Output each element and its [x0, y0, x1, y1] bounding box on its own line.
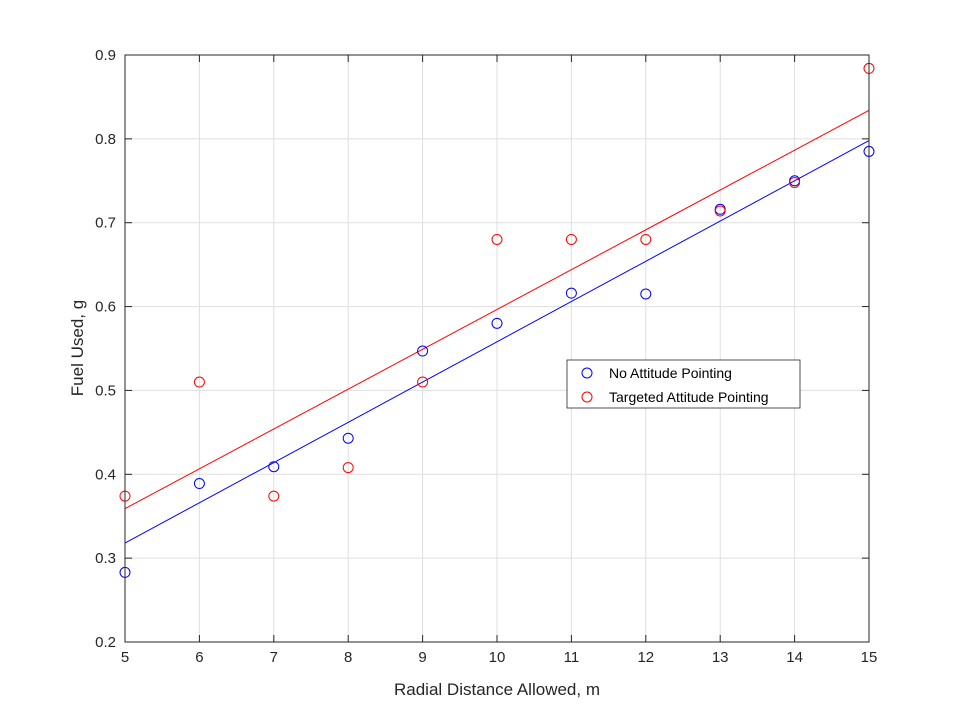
x-tick-label: 8	[344, 649, 352, 666]
x-tick-label: 6	[195, 649, 203, 666]
x-tick-label: 7	[270, 649, 278, 666]
axes-box	[124, 54, 870, 643]
data-point-series-1	[640, 233, 652, 245]
y-tick-label: 0.2	[95, 634, 116, 651]
x-tick-label: 10	[489, 649, 506, 666]
x-tick-label: 13	[712, 649, 729, 666]
x-tick-label: 9	[418, 649, 426, 666]
fit-line-series-1	[124, 109, 870, 510]
x-tick-labels: 5 6 7 8 9 10 11 12 13 14 15	[121, 649, 878, 666]
data-point-series-1	[491, 233, 503, 245]
x-tick-label: 11	[564, 649, 580, 666]
x-axis-label: Radial Distance Allowed, m	[394, 680, 600, 699]
y-tick-label: 0.4	[95, 466, 116, 483]
data-points	[119, 62, 875, 578]
legend-marker-series-0	[581, 367, 593, 379]
data-point-series-0	[491, 317, 503, 329]
y-tick-label: 0.5	[95, 382, 116, 399]
fit-line-series-0	[124, 140, 870, 544]
y-tick-label: 0.6	[95, 299, 116, 316]
data-point-series-1	[565, 233, 577, 245]
y-tick-labels: 0.2 0.3 0.4 0.5 0.6 0.7 0.8 0.9	[95, 47, 116, 651]
y-tick-label: 0.8	[95, 131, 116, 148]
data-point-series-0	[193, 478, 205, 490]
data-point-series-0	[640, 288, 652, 300]
data-point-series-0	[342, 432, 354, 444]
legend-marker-series-1	[581, 391, 593, 403]
data-point-series-1	[417, 376, 429, 388]
data-point-series-1	[789, 176, 801, 188]
data-point-series-1	[342, 462, 354, 474]
x-tick-label: 5	[121, 649, 129, 666]
legend-entry-series-0: No Attitude Pointing	[609, 365, 732, 381]
legend-entry-series-1: Targeted Attitude Pointing	[609, 389, 769, 405]
y-tick-label: 0.7	[95, 215, 116, 232]
y-tick-label: 0.9	[95, 47, 116, 64]
x-tick-label: 12	[637, 649, 654, 666]
data-point-series-1	[193, 376, 205, 388]
axes	[124, 54, 870, 643]
data-point-series-0	[565, 287, 577, 299]
legend-box	[566, 359, 801, 409]
x-tick-label: 15	[861, 649, 878, 666]
legend: No Attitude Pointing Targeted Attitude Po…	[566, 359, 801, 409]
y-tick-label: 0.3	[95, 550, 116, 567]
data-point-series-1	[714, 205, 726, 217]
y-axis-label: Fuel Used, g	[68, 300, 87, 396]
data-point-series-1	[268, 490, 280, 502]
x-tick-label: 14	[786, 649, 803, 666]
fit-lines	[124, 109, 870, 544]
data-point-series-0	[268, 461, 280, 473]
data-point-series-0	[417, 345, 429, 357]
